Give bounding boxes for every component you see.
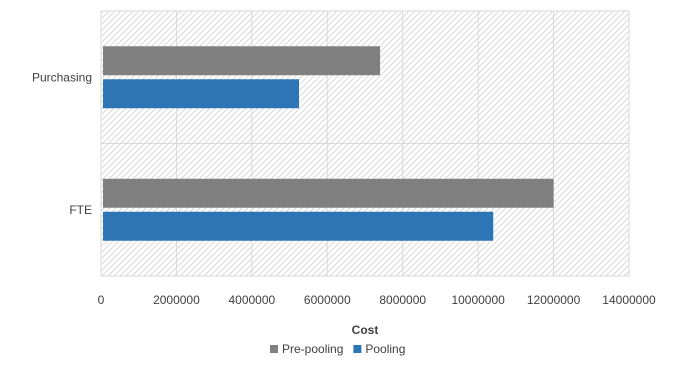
y-tick-label: Purchasing bbox=[32, 70, 92, 84]
legend-label: Pre-pooling bbox=[282, 342, 343, 356]
x-tick-label: 14000000 bbox=[602, 293, 656, 307]
x-tick-label: 0 bbox=[98, 293, 105, 307]
x-tick-label: 6000000 bbox=[304, 293, 351, 307]
legend-swatch bbox=[353, 345, 362, 353]
bar-pre-pooling-purchasing bbox=[103, 46, 381, 76]
x-axis-title: Cost bbox=[352, 323, 379, 337]
x-tick-label: 4000000 bbox=[228, 293, 275, 307]
x-tick-label: 8000000 bbox=[379, 293, 426, 307]
bar-pooling-purchasing bbox=[103, 79, 299, 109]
legend-swatch bbox=[270, 345, 278, 353]
y-tick-label: FTE bbox=[69, 203, 92, 217]
x-tick-label: 12000000 bbox=[527, 293, 581, 307]
x-tick-labels: 0 2000000 4000000 6000000 8000000 10000000 120… bbox=[98, 293, 656, 307]
x-tick-label: 2000000 bbox=[153, 293, 200, 307]
x-tick-label: 10000000 bbox=[451, 293, 505, 307]
y-tick-labels: Purchasing FTE bbox=[32, 70, 92, 217]
bars bbox=[103, 46, 554, 241]
bar-pre-pooling-fte bbox=[103, 178, 554, 208]
legend-label: Pooling bbox=[365, 342, 405, 356]
bar-pooling-fte bbox=[103, 211, 494, 241]
legend: Pre-pooling Pooling bbox=[270, 342, 405, 356]
